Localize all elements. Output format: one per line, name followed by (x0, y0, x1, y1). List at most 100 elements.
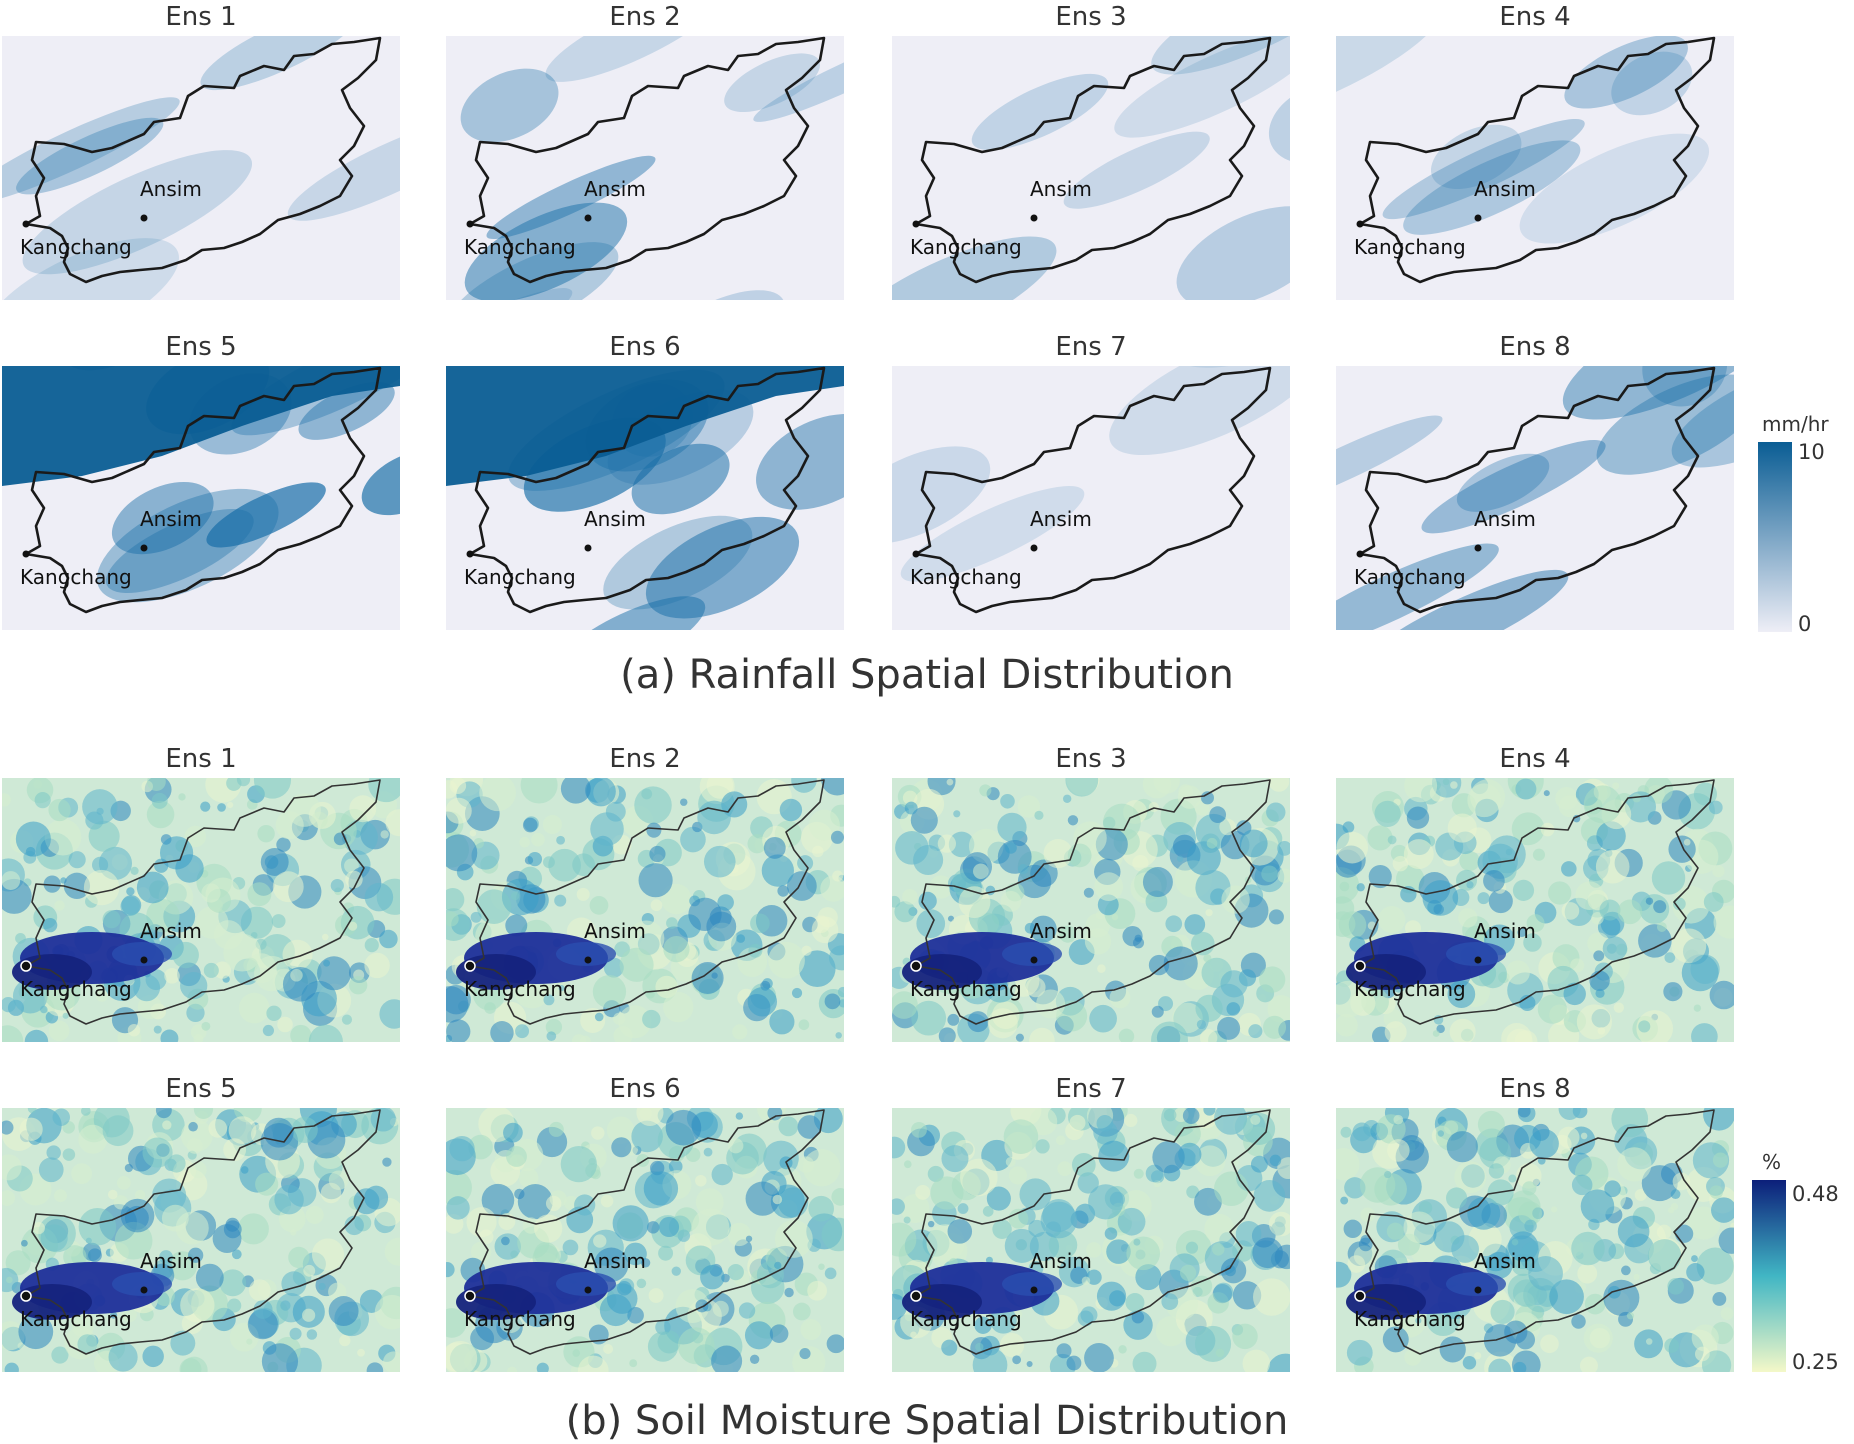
rainfall-panel-title: Ens 4 (1499, 2, 1571, 32)
kangchang-station-marker (910, 1290, 922, 1302)
watershed-boundary (1359, 1109, 1715, 1355)
rainfall-colorbar-unit: mm/hr (1762, 412, 1829, 436)
watershed-boundary (25, 1109, 381, 1355)
kangchang-station-marker (464, 1290, 476, 1302)
ansim-label: Ansim (1030, 919, 1092, 943)
ansim-station-marker (1474, 544, 1482, 552)
rainfall-panel-ens-6: Ens 6 Ansim Kangchang (446, 332, 844, 630)
ansim-station-marker (584, 1286, 592, 1294)
ansim-label: Ansim (140, 1249, 202, 1273)
watershed-boundary (24, 366, 382, 614)
soil-moisture-panel-ens-5: Ens 5 Ansim Kangchang (2, 1074, 400, 1372)
ansim-label: Ansim (1030, 177, 1092, 201)
ansim-label: Ansim (1474, 1249, 1536, 1273)
kangchang-station-marker (912, 550, 920, 558)
kangchang-label: Kangchang (464, 565, 576, 589)
rainfall-map: Ansim Kangchang (2, 36, 400, 300)
watershed-boundary (468, 36, 826, 284)
soil-moisture-panel-title: Ens 6 (609, 1074, 681, 1104)
kangchang-label: Kangchang (910, 1307, 1022, 1331)
soil-moisture-panel-ens-2: Ens 2 Ansim Kangchang (446, 744, 844, 1042)
rainfall-colorbar-min: 0 (1798, 612, 1812, 636)
ansim-label: Ansim (140, 919, 202, 943)
watershed-boundary (1358, 36, 1716, 284)
ansim-station-marker (140, 1286, 148, 1294)
kangchang-station-marker (1356, 220, 1364, 228)
rainfall-panel-title: Ens 8 (1499, 332, 1571, 362)
ansim-station-marker (1474, 956, 1482, 964)
ansim-label: Ansim (1474, 507, 1536, 531)
rainfall-panel-ens-7: Ens 7 Ansim Kangchang (892, 332, 1290, 630)
soil-moisture-map: Ansim Kangchang (892, 778, 1290, 1042)
soil-moisture-map: Ansim Kangchang (2, 778, 400, 1042)
rainfall-panel-title: Ens 6 (609, 332, 681, 362)
rainfall-panel-ens-1: Ens 1 Ansim Kangchang (2, 2, 400, 300)
ansim-station-marker (584, 214, 592, 222)
kangchang-label: Kangchang (464, 235, 576, 259)
ansim-station-marker (140, 214, 148, 222)
rainfall-colorbar-gradient (1758, 442, 1792, 632)
watershed-boundary (469, 779, 825, 1025)
soil-moisture-panel-ens-1: Ens 1 Ansim Kangchang (2, 744, 400, 1042)
soil-moisture-panel-ens-3: Ens 3 Ansim Kangchang (892, 744, 1290, 1042)
watershed-boundary (1359, 779, 1715, 1025)
rainfall-map: Ansim Kangchang (1336, 366, 1734, 630)
kangchang-station-marker (466, 220, 474, 228)
soil-moisture-panel-title: Ens 1 (165, 744, 237, 774)
kangchang-label: Kangchang (1354, 235, 1466, 259)
kangchang-station-marker (20, 960, 32, 972)
kangchang-label: Kangchang (20, 1307, 132, 1331)
kangchang-label: Kangchang (910, 235, 1022, 259)
ansim-label: Ansim (584, 919, 646, 943)
ansim-label: Ansim (1474, 919, 1536, 943)
kangchang-station-marker (22, 550, 30, 558)
kangchang-label: Kangchang (1354, 565, 1466, 589)
ansim-station-marker (1030, 1286, 1038, 1294)
ansim-station-marker (584, 544, 592, 552)
soil-moisture-panel-ens-8: Ens 8 Ansim Kangchang (1336, 1074, 1734, 1372)
soil-moisture-caption: (b) Soil Moisture Spatial Distribution (565, 1398, 1289, 1444)
kangchang-label: Kangchang (20, 977, 132, 1001)
kangchang-label: Kangchang (1354, 977, 1466, 1001)
ansim-station-marker (1030, 956, 1038, 964)
soil-moisture-map: Ansim Kangchang (446, 778, 844, 1042)
ansim-station-marker (1030, 544, 1038, 552)
soil-moisture-map: Ansim Kangchang (1336, 1108, 1734, 1372)
kangchang-label: Kangchang (910, 977, 1022, 1001)
soil-moisture-panel-title: Ens 5 (165, 1074, 237, 1104)
rainfall-panel-ens-3: Ens 3 Ansim Kangchang (892, 2, 1290, 300)
watershed-boundary (914, 36, 1272, 284)
rainfall-map: Ansim Kangchang (1336, 36, 1734, 300)
ansim-station-marker (1474, 1286, 1482, 1294)
rainfall-panel-title: Ens 3 (1055, 2, 1127, 32)
watershed-boundary (468, 366, 826, 614)
rainfall-panel-ens-5: Ens 5 Ansim Kangchang (2, 332, 400, 630)
ansim-label: Ansim (140, 177, 202, 201)
ansim-label: Ansim (584, 507, 646, 531)
kangchang-station-marker (910, 960, 922, 972)
rainfall-map: Ansim Kangchang (446, 366, 844, 630)
soil-moisture-colorbar-gradient (1752, 1180, 1786, 1372)
ansim-label: Ansim (140, 507, 202, 531)
rainfall-panel-ens-4: Ens 4 Ansim Kangchang (1336, 2, 1734, 300)
soil-moisture-panel-ens-6: Ens 6 Ansim Kangchang (446, 1074, 844, 1372)
watershed-boundary (469, 1109, 825, 1355)
rainfall-caption: (a) Rainfall Spatial Distribution (620, 652, 1234, 698)
soil-moisture-panel-ens-4: Ens 4 Ansim Kangchang (1336, 744, 1734, 1042)
ansim-station-marker (584, 956, 592, 964)
kangchang-station-marker (912, 220, 920, 228)
kangchang-station-marker (22, 220, 30, 228)
ansim-label: Ansim (1030, 1249, 1092, 1273)
ansim-station-marker (140, 544, 148, 552)
soil-moisture-map: Ansim Kangchang (892, 1108, 1290, 1372)
rainfall-panel-title: Ens 5 (165, 332, 237, 362)
watershed-boundary (1358, 366, 1716, 614)
soil-moisture-map: Ansim Kangchang (1336, 778, 1734, 1042)
kangchang-label: Kangchang (20, 235, 132, 259)
kangchang-station-marker (466, 550, 474, 558)
soil-moisture-colorbar: % 0.48 0.25 (1748, 1150, 1854, 1380)
soil-moisture-panel-title: Ens 4 (1499, 744, 1571, 774)
watershed-boundary (24, 36, 382, 284)
ansim-station-marker (140, 956, 148, 964)
soil-moisture-panel-title: Ens 7 (1055, 1074, 1127, 1104)
